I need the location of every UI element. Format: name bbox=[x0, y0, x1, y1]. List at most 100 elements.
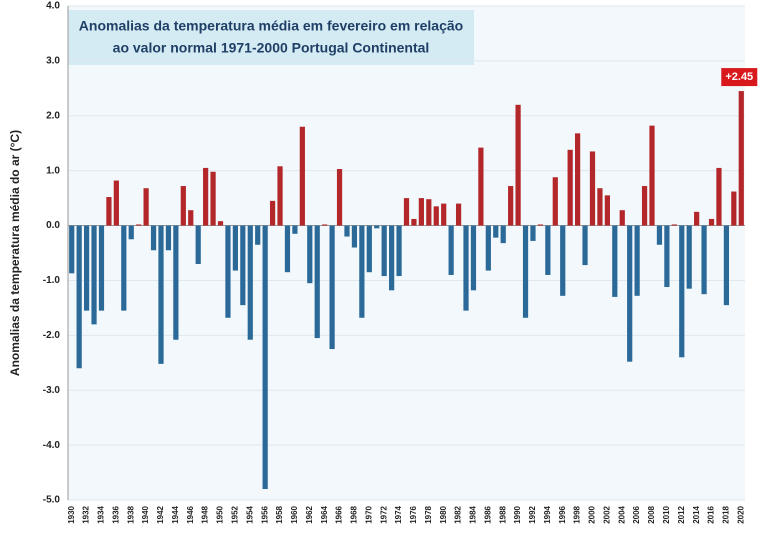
bar bbox=[262, 225, 268, 490]
bar bbox=[329, 225, 335, 350]
y-tick-label: -5.0 bbox=[43, 495, 61, 506]
bar bbox=[679, 225, 685, 358]
bar bbox=[121, 225, 127, 311]
bar bbox=[530, 225, 536, 241]
bar bbox=[284, 225, 291, 273]
x-tick-label: 1980 bbox=[439, 505, 448, 523]
bar bbox=[136, 224, 142, 226]
bar bbox=[217, 221, 224, 226]
x-tick-label: 2000 bbox=[588, 505, 597, 523]
bar bbox=[128, 225, 134, 240]
bar bbox=[188, 210, 194, 226]
bar bbox=[589, 151, 596, 226]
bar bbox=[470, 225, 477, 291]
bar bbox=[545, 225, 551, 275]
bar bbox=[314, 225, 320, 339]
x-tick-label: 1966 bbox=[335, 505, 344, 523]
bar bbox=[403, 198, 410, 226]
bar bbox=[336, 169, 343, 226]
x-tick-label: 2002 bbox=[602, 505, 611, 523]
x-tick-label: 2016 bbox=[707, 505, 716, 523]
bar bbox=[634, 225, 640, 296]
x-tick-label: 1970 bbox=[364, 505, 373, 523]
y-tick-label: -2.0 bbox=[43, 330, 61, 341]
bar bbox=[150, 225, 157, 251]
bar bbox=[232, 225, 238, 271]
bar bbox=[247, 225, 253, 340]
x-tick-label: 1932 bbox=[82, 505, 91, 523]
bar bbox=[567, 149, 573, 226]
x-tick-label: 1930 bbox=[67, 505, 76, 523]
bar bbox=[195, 225, 201, 264]
bar bbox=[701, 225, 707, 295]
bar bbox=[418, 198, 424, 226]
y-axis-label: Anomalias da temperatura média do ar (°C… bbox=[8, 130, 22, 376]
x-tick-label: 1960 bbox=[290, 505, 299, 523]
bar bbox=[173, 225, 179, 340]
x-tick-label: 1982 bbox=[454, 505, 463, 523]
bar bbox=[463, 225, 469, 311]
bar bbox=[165, 225, 172, 251]
bar bbox=[180, 186, 186, 226]
y-tick-label: 4.0 bbox=[46, 1, 60, 12]
bar bbox=[269, 200, 276, 226]
bar bbox=[143, 188, 149, 226]
x-tick-label: 2020 bbox=[736, 505, 745, 523]
bar bbox=[508, 186, 514, 226]
x-tick-label: 1958 bbox=[275, 505, 284, 523]
bar bbox=[292, 225, 298, 234]
x-tick-label: 2010 bbox=[662, 505, 671, 523]
bar bbox=[604, 195, 610, 226]
y-tick-label: 1.0 bbox=[46, 165, 60, 176]
bar bbox=[76, 225, 82, 369]
x-tick-label: 1936 bbox=[111, 505, 120, 523]
bar bbox=[69, 225, 75, 274]
bar bbox=[515, 104, 521, 226]
x-tick-label: 1972 bbox=[379, 505, 388, 523]
value-label-box bbox=[721, 68, 758, 87]
bar bbox=[277, 166, 283, 226]
bar bbox=[106, 197, 112, 226]
bar bbox=[351, 225, 358, 248]
chart-title: ao valor normal 1971-2000 Portugal Conti… bbox=[113, 40, 430, 56]
x-tick-label: 1952 bbox=[230, 505, 239, 523]
bar bbox=[552, 177, 558, 226]
y-tick-label: 3.0 bbox=[46, 56, 60, 67]
title-box bbox=[68, 10, 474, 65]
bar bbox=[344, 225, 350, 237]
bar bbox=[597, 188, 603, 226]
x-tick-label: 1988 bbox=[498, 505, 507, 523]
x-tick-label: 2008 bbox=[647, 505, 656, 523]
bar bbox=[322, 224, 328, 226]
bar bbox=[664, 225, 670, 288]
y-tick-label: 0.0 bbox=[46, 220, 60, 231]
bar bbox=[478, 147, 484, 226]
bar bbox=[731, 191, 737, 226]
bar bbox=[210, 171, 216, 226]
bar bbox=[396, 225, 402, 277]
bar bbox=[708, 218, 715, 226]
bar bbox=[493, 225, 499, 238]
bar bbox=[411, 218, 417, 226]
bar bbox=[448, 225, 454, 275]
bar bbox=[203, 167, 209, 226]
x-tick-label: 1964 bbox=[320, 505, 329, 523]
bar bbox=[98, 225, 105, 311]
bar bbox=[582, 225, 588, 266]
bar bbox=[686, 225, 692, 289]
plot-background bbox=[68, 6, 745, 500]
bar bbox=[91, 225, 97, 325]
bar bbox=[255, 225, 261, 245]
bar bbox=[627, 225, 633, 362]
x-tick-label: 1956 bbox=[260, 505, 269, 523]
x-tick-label: 2014 bbox=[692, 505, 701, 523]
bar bbox=[441, 203, 447, 226]
x-tick-label: 1996 bbox=[558, 505, 567, 523]
x-tick-label: 1974 bbox=[394, 505, 403, 523]
x-tick-label: 2012 bbox=[677, 505, 686, 523]
x-tick-label: 1990 bbox=[513, 505, 522, 523]
bar bbox=[381, 225, 387, 277]
x-tick-label: 1968 bbox=[350, 505, 359, 523]
x-tick-label: 1986 bbox=[483, 505, 492, 523]
x-tick-label: 1946 bbox=[186, 505, 195, 523]
